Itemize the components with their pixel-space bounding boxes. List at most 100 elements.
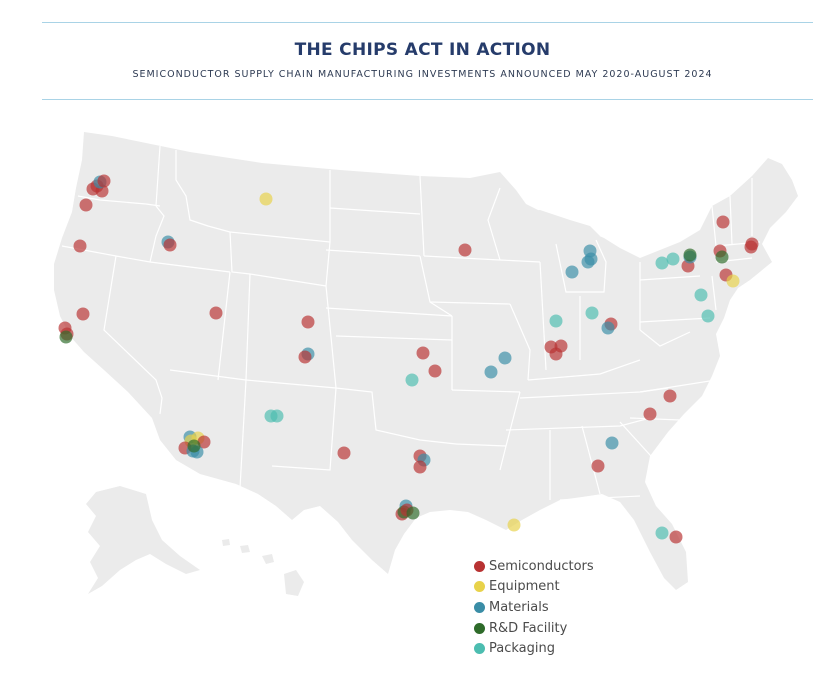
investment-point-semiconductors <box>337 446 351 460</box>
land-mass <box>54 132 798 596</box>
mn-wi-border <box>487 187 501 261</box>
investment-point-equipment <box>726 274 740 288</box>
investment-point-semiconductors <box>97 174 111 188</box>
investment-point-materials <box>605 436 619 450</box>
ga-fl-border <box>559 495 641 501</box>
pa-md-border <box>639 317 711 323</box>
il-in-border <box>539 261 547 371</box>
investment-point-semiconductors <box>301 315 315 329</box>
al-ga-border <box>581 425 601 495</box>
investment-point-semiconductors <box>745 237 759 251</box>
legend-label-packaging: Packaging <box>489 641 555 657</box>
investment-point-packaging <box>655 256 669 270</box>
investment-point-semiconductors <box>669 530 683 544</box>
ok-tx-border <box>335 387 457 445</box>
hawaii-maui <box>262 554 274 564</box>
ut-co-border <box>245 273 251 381</box>
investment-point-semiconductors <box>643 407 657 421</box>
mn-dakotas-border <box>419 175 425 257</box>
investment-point-packaging <box>270 409 284 423</box>
va-nc-border <box>639 379 717 393</box>
investment-point-packaging <box>405 373 419 387</box>
legend-item-equipment: Equipment <box>474 577 594 598</box>
investment-point-packaging <box>694 288 708 302</box>
investment-point-materials <box>584 252 598 266</box>
hawaii-oahu <box>240 545 250 553</box>
investment-point-semiconductors <box>197 435 211 449</box>
investment-point-semiconductors <box>716 215 730 229</box>
az-nm-border <box>239 379 247 489</box>
investment-point-packaging <box>549 314 563 328</box>
legend-label-equipment: Equipment <box>489 579 560 595</box>
investment-point-rd-facility <box>683 248 697 262</box>
state-borders <box>61 145 761 501</box>
legend-item-packaging: Packaging <box>474 638 594 659</box>
il-ky-border <box>527 359 641 381</box>
vt-nh-border <box>729 195 733 245</box>
mn-ia-border <box>423 255 501 261</box>
investment-point-semiconductors <box>79 198 93 212</box>
or-id-border <box>149 205 165 263</box>
investment-point-materials <box>484 365 498 379</box>
investment-point-semiconductors <box>298 350 312 364</box>
investment-point-packaging <box>701 309 715 323</box>
investment-point-semiconductors <box>416 346 430 360</box>
investment-points <box>58 174 759 544</box>
ut-wy-border <box>229 231 251 275</box>
ne-ia-border <box>419 255 453 317</box>
ar-ms-border <box>499 391 521 471</box>
investment-point-equipment <box>259 192 273 206</box>
alaska-shape <box>86 486 200 594</box>
top-rule <box>42 22 813 23</box>
co-ks-border <box>325 285 337 389</box>
investment-point-semiconductors <box>458 243 472 257</box>
nm-tx-border <box>271 387 337 471</box>
ga-sc-border <box>619 421 661 467</box>
legend-label-rd-facility: R&D Facility <box>489 620 568 636</box>
ia-mo-border <box>429 301 511 305</box>
investment-point-semiconductors <box>428 364 442 378</box>
wa-id-border <box>155 145 161 207</box>
hawaii-big-island <box>284 570 304 596</box>
michigan-upper-peninsula <box>516 210 600 240</box>
wy-sd-border <box>325 241 331 287</box>
ne-ks-border <box>325 307 453 317</box>
investment-point-semiconductors <box>591 459 605 473</box>
legend-item-semiconductors: Semiconductors <box>474 556 594 577</box>
investment-point-packaging <box>666 252 680 266</box>
mt-wy-border <box>229 231 331 243</box>
sd-ne-border <box>325 249 421 257</box>
legend-dot-rd-facility <box>474 622 485 634</box>
investment-point-rd-facility <box>715 250 729 264</box>
tn-south-border <box>505 417 651 431</box>
legend: Semiconductors Equipment Materials R&D F… <box>474 556 594 659</box>
ca-nv-border <box>103 255 163 415</box>
nj-border <box>711 275 717 311</box>
id-nv-border <box>149 261 231 273</box>
az-ut-border <box>169 369 247 381</box>
contiguous-us-shape <box>54 132 798 590</box>
investment-point-rd-facility <box>59 330 73 344</box>
nv-ut-border <box>217 271 231 381</box>
pa-ny-border <box>639 275 701 281</box>
ks-ok-border <box>335 335 453 341</box>
legend-dot-packaging <box>474 643 485 655</box>
id-mt-border <box>175 150 231 233</box>
legend-dot-equipment <box>474 581 485 593</box>
legend-dot-materials <box>474 601 485 613</box>
investment-point-semiconductors <box>209 306 223 320</box>
investment-point-materials <box>565 265 579 279</box>
investment-point-semiconductors <box>76 307 90 321</box>
wv-va-border <box>639 329 691 347</box>
legend-item-materials: Materials <box>474 597 594 618</box>
investment-point-materials <box>498 351 512 365</box>
investment-point-packaging <box>655 526 669 540</box>
legend-item-rd-facility: R&D Facility <box>474 618 594 639</box>
mo-ar-border <box>451 389 521 393</box>
investment-point-rd-facility <box>406 506 420 520</box>
page-title: THE CHIPS ACT IN ACTION <box>294 40 551 60</box>
ny-vt-border <box>711 205 717 247</box>
investment-point-materials <box>601 321 615 335</box>
investment-point-rd-facility <box>187 439 201 453</box>
